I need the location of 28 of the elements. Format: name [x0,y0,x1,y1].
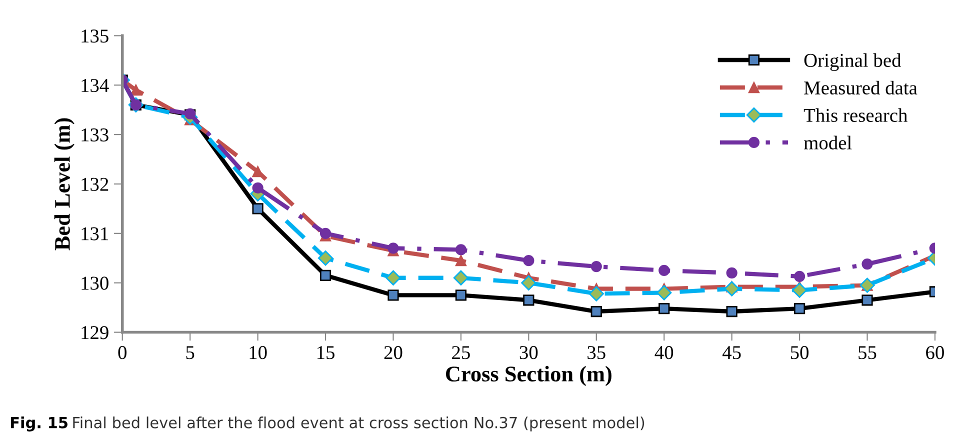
x-tick-label: 60 [926,346,944,360]
y-tick-label: 132 [82,178,108,191]
x-tick-label: 30 [520,346,538,360]
y-tick-label: 135 [82,30,108,43]
y-tick-label: 134 [82,78,109,92]
x-tick-label: 15 [318,346,334,360]
x-tick-label: 25 [452,346,470,360]
x-tick-label: 5 [186,346,194,360]
legend-label: model [804,136,852,150]
x-tick-label: 35 [588,346,606,360]
legend-label: Measured data [804,80,918,95]
y-tick-label: 130 [82,276,108,290]
y-axis-title: Bed Level (m) [54,118,74,250]
legend-label: Original bed [804,53,902,71]
x-tick-label: 40 [654,346,674,360]
x-axis-title: Cross Section (m) [446,366,612,386]
caption: Fig. 15 [10,416,68,432]
y-tick-label: 129 [82,326,108,340]
x-tick-label: 20 [384,346,402,360]
x-tick-label: 10 [250,346,267,360]
x-tick-label: 55 [858,346,876,360]
y-tick-label: 131 [82,227,108,240]
legend-label: This research [804,108,908,122]
x-tick-label: 45 [722,346,741,360]
y-tick-label: 133 [82,128,108,142]
x-tick-label: 0 [118,346,126,360]
x-tick-label: 50 [790,346,809,360]
text: Final bed level after the flood event at cross section No.37 (present model) [73,416,644,432]
